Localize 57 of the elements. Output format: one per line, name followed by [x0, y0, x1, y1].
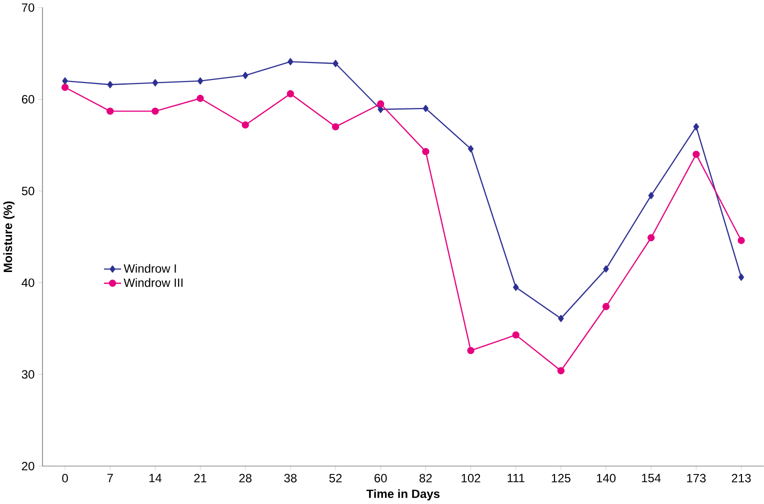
legend-label: Windrow I: [124, 264, 176, 273]
point: [512, 331, 520, 339]
point: [196, 94, 204, 102]
point: [738, 237, 745, 244]
y-tick-label: 30: [22, 370, 34, 379]
point: [332, 123, 340, 131]
y-tick-label: 50: [22, 186, 34, 196]
x-tick-label: 213: [732, 474, 751, 482]
y-tick-label: 70: [22, 3, 34, 12]
point: [62, 77, 68, 85]
x-tick-label: 14: [149, 474, 162, 482]
point: [557, 367, 565, 374]
x-tick-label: 154: [642, 474, 661, 482]
point: [558, 314, 564, 322]
point: [422, 104, 429, 112]
x-tick-label: 111: [508, 474, 524, 482]
point: [61, 84, 69, 92]
point: [648, 192, 654, 200]
point: [332, 60, 338, 68]
legend-label: Windrow III: [124, 278, 183, 288]
x-tick-label: 7: [107, 474, 113, 482]
x-tick-label: 82: [420, 474, 432, 482]
point: [242, 121, 249, 129]
point: [288, 58, 294, 66]
point: [242, 72, 248, 80]
y-tick-label: 60: [22, 95, 34, 104]
x-tick-label: 173: [687, 474, 706, 482]
x-tick-label: 60: [374, 474, 387, 482]
x-tick-label: 38: [284, 474, 297, 482]
y-axis-title: Moisture (%): [3, 202, 15, 272]
point: [422, 148, 430, 156]
point: [377, 100, 384, 108]
point: [197, 77, 204, 85]
x-tick-label: 140: [596, 474, 616, 482]
point: [152, 108, 159, 115]
point: [602, 303, 610, 310]
point: [106, 108, 114, 115]
point: [513, 284, 519, 291]
point: [152, 79, 158, 86]
x-tick-label: 102: [462, 474, 480, 482]
point: [468, 145, 474, 153]
y-tick-label: 20: [22, 462, 34, 470]
x-tick-label: 21: [194, 474, 206, 482]
x-tick-label: 52: [329, 474, 342, 482]
x-axis-title: Time in Days: [366, 489, 440, 501]
point: [693, 123, 700, 131]
x-tick-label: 0: [62, 474, 68, 482]
point: [692, 150, 700, 158]
point: [107, 81, 113, 88]
y-tick-label: 40: [22, 278, 34, 288]
point: [286, 90, 294, 98]
point: [603, 265, 609, 273]
point: [648, 234, 655, 242]
x-tick-label: 28: [239, 474, 252, 482]
point: [467, 347, 474, 354]
x-tick-label: 125: [552, 474, 570, 482]
point: [738, 274, 744, 281]
